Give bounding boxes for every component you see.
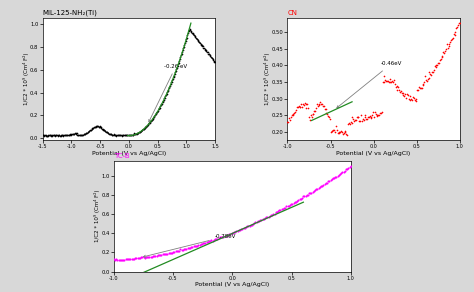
Y-axis label: 1/C2 * 10⁹ (Cm⁴ F²): 1/C2 * 10⁹ (Cm⁴ F²): [94, 190, 100, 242]
X-axis label: Potential (V vs Ag/AgCl): Potential (V vs Ag/AgCl): [91, 151, 166, 156]
Text: -0.78eV: -0.78eV: [144, 234, 236, 257]
X-axis label: Potential (V vs Ag/AgCl): Potential (V vs Ag/AgCl): [337, 151, 411, 156]
Y-axis label: 1/C2 * 10⁹ (Cm⁴ F²): 1/C2 * 10⁹ (Cm⁴ F²): [264, 53, 270, 105]
Text: CN: CN: [287, 10, 297, 16]
X-axis label: Potential (V vs Ag/AgCl): Potential (V vs Ag/AgCl): [195, 282, 269, 287]
Y-axis label: 1/C2 * 10⁹ (Cm⁴ F²): 1/C2 * 10⁹ (Cm⁴ F²): [23, 53, 29, 105]
Text: MIL-125-NH₂(Ti): MIL-125-NH₂(Ti): [43, 10, 98, 16]
Text: -0.46eV: -0.46eV: [337, 61, 402, 108]
Text: TC-B: TC-B: [114, 153, 129, 159]
Text: -0.26 eV: -0.26 eV: [149, 64, 188, 122]
